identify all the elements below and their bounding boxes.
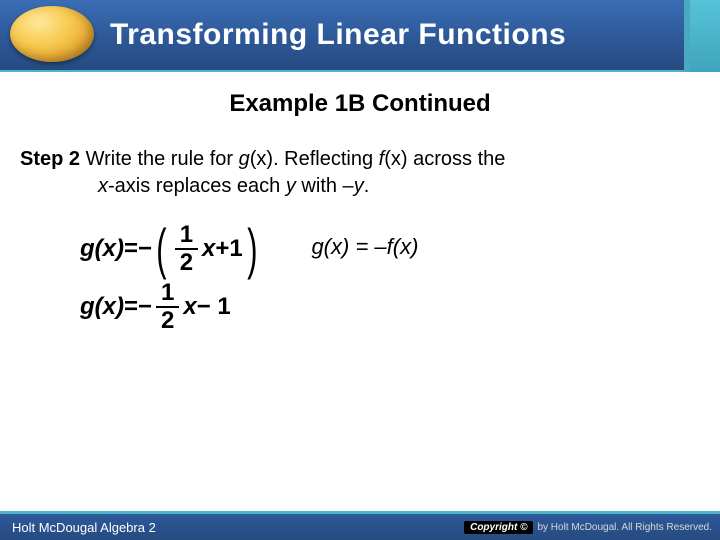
step-l2c: with – bbox=[296, 175, 354, 197]
step-parenx: (x) bbox=[250, 148, 273, 170]
footer-left: Holt McDougal Algebra 2 bbox=[12, 520, 156, 535]
header-orb-icon bbox=[10, 6, 94, 62]
equation-1: g(x) = − ( 1 2 x +1 ) bbox=[80, 220, 261, 278]
eq2-den: 2 bbox=[156, 308, 179, 333]
eq2-neg: − bbox=[138, 293, 152, 321]
eq1-plus: +1 bbox=[215, 235, 242, 263]
step-frag-3: across the bbox=[408, 148, 506, 170]
eq2-x: x bbox=[183, 293, 196, 321]
step-parenx2: (x) bbox=[384, 148, 407, 170]
eq2-frac: 1 2 bbox=[156, 281, 179, 333]
step-y: y bbox=[286, 175, 296, 197]
step-frag-1: Write the rule for bbox=[80, 148, 239, 170]
eq2-lhs: g(x) bbox=[80, 293, 124, 321]
eq1-paren-l: ( bbox=[156, 227, 166, 272]
step-line2: x-axis replaces each y with –y. bbox=[98, 173, 700, 200]
eq2-minus: − 1 bbox=[197, 293, 231, 321]
header-accent-block bbox=[690, 0, 720, 72]
step-label: Step 2 bbox=[20, 148, 80, 170]
eq1-x: x bbox=[202, 235, 215, 263]
eq1-eq: = bbox=[124, 235, 138, 263]
step-l2b: -axis replaces each bbox=[108, 175, 286, 197]
header-title: Transforming Linear Functions bbox=[110, 18, 566, 52]
eq2-eq: = bbox=[124, 293, 138, 321]
footer-right: Copyright © by Holt McDougal. All Rights… bbox=[464, 521, 712, 534]
eq1-frac: 1 2 bbox=[175, 223, 198, 275]
eq1-lhs: g(x) bbox=[80, 235, 124, 263]
equation-column: g(x) = − ( 1 2 x +1 ) g(x) = − 1 2 bbox=[80, 220, 261, 336]
step-y2: y bbox=[354, 175, 364, 197]
equation-2: g(x) = − 1 2 x − 1 bbox=[80, 278, 261, 336]
equations-block: g(x) = − ( 1 2 x +1 ) g(x) = − 1 2 bbox=[80, 220, 700, 336]
footer-right-text: by Holt McDougal. All Rights Reserved. bbox=[537, 522, 712, 533]
step-xaxis: x bbox=[98, 175, 108, 197]
eq1-paren-r: ) bbox=[247, 227, 257, 272]
eq1-num: 1 bbox=[175, 223, 198, 250]
step-text: Step 2 Write the rule for g(x). Reflecti… bbox=[20, 146, 700, 200]
slide-content: Example 1B Continued Step 2 Write the ru… bbox=[0, 72, 720, 336]
example-title: Example 1B Continued bbox=[20, 90, 700, 118]
eq2-num: 1 bbox=[156, 281, 179, 308]
step-gx: g bbox=[239, 148, 250, 170]
slide-footer: Holt McDougal Algebra 2 Copyright © by H… bbox=[0, 514, 720, 540]
eq1-den: 2 bbox=[175, 250, 198, 275]
eq1-neg: − bbox=[138, 235, 152, 263]
step-frag-2: . Reflecting bbox=[273, 148, 379, 170]
step-l2d: . bbox=[364, 175, 370, 197]
copyright-badge: Copyright © bbox=[464, 521, 533, 534]
side-note: g(x) = –f(x) bbox=[311, 234, 418, 260]
slide-header: Transforming Linear Functions bbox=[0, 0, 720, 72]
